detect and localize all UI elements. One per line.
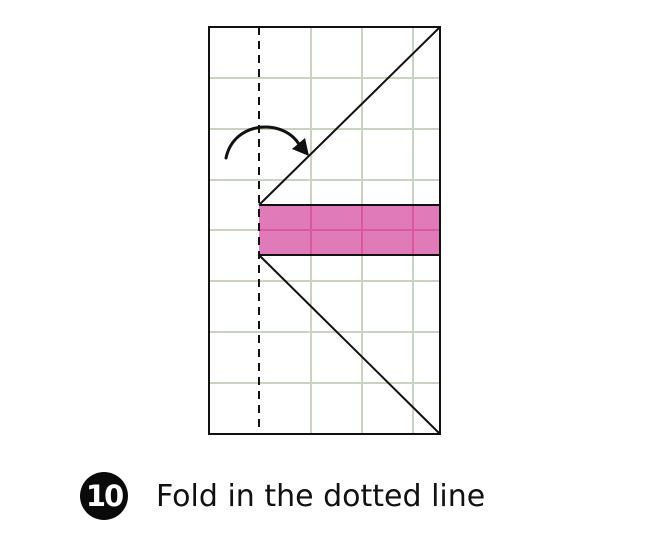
step-instruction: Fold in the dotted line bbox=[156, 478, 486, 514]
step-number-badge: 10 bbox=[80, 472, 128, 520]
upper-diagonal-edge bbox=[258, 26, 441, 206]
lower-diagonal-edge bbox=[258, 254, 441, 435]
fold-arrow-icon bbox=[224, 125, 309, 160]
pink-band bbox=[259, 204, 440, 256]
paper-outline bbox=[208, 26, 441, 435]
step-caption: 10 Fold in the dotted line bbox=[80, 472, 485, 520]
